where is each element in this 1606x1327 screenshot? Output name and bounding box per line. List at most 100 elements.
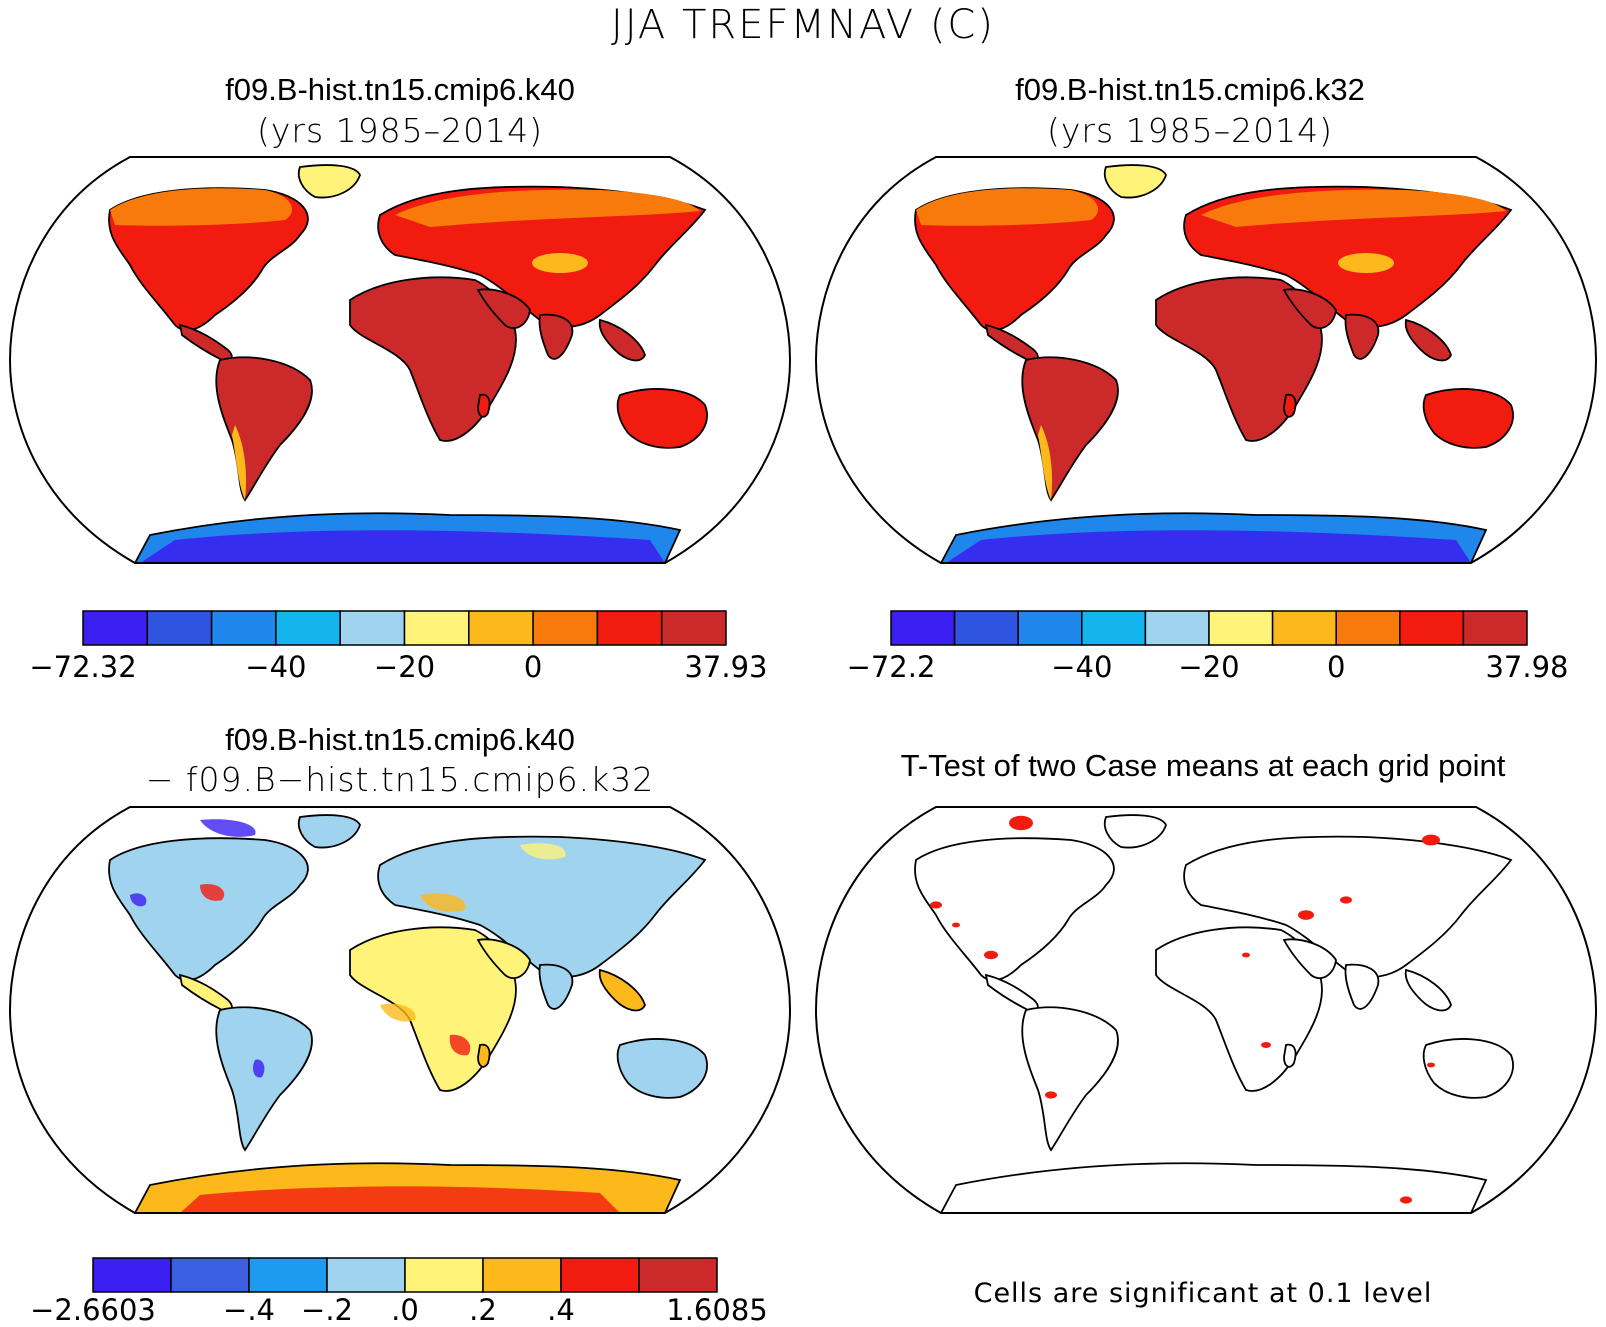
colorbar-swatch [482,1257,562,1293]
panel1-map [8,156,792,564]
colorbar-swatch [1017,610,1083,646]
andes-south [1038,425,1053,500]
significant-cell [930,901,942,909]
colorbar-tick-label: 0 [523,650,543,684]
colorbar-tick-label: .0 [391,1293,419,1327]
colorbar-swatch [1081,610,1147,646]
colorbar-swatch [532,610,599,646]
significance-note: Cells are significant at 0.1 level [973,1278,1433,1309]
significant-cell [1422,834,1440,846]
band-north-america [916,188,1099,226]
diff-patch [180,1186,620,1213]
diff-patch [449,1034,471,1056]
diff-patch [380,1003,416,1022]
andes-south [232,425,247,500]
land-eurasia [377,835,707,978]
land-india [1344,963,1380,1010]
tibet-plateau [1338,253,1394,273]
panel1-subtitle: (yrs 1985–2014) [257,111,543,150]
land-india [538,313,574,360]
land-madagascar [477,393,491,418]
land-samerica [215,1006,313,1152]
colorbar-swatch [403,610,470,646]
land-madagascar [1283,393,1297,418]
land-australia [1422,388,1514,449]
map-outline [8,156,792,564]
colorbar-tick-label: −2.6603 [30,1293,156,1327]
colorbar-tick-label: −20 [373,650,436,684]
land-arabia [1282,938,1337,980]
colorbar-tick-label: 1.6085 [666,1293,768,1327]
colorbar-tick-label: −40 [1051,650,1113,684]
colorbar-swatch [1399,610,1465,646]
colorbar-swatch [275,610,341,646]
map-outline [8,806,792,1214]
colorbar-swatch [92,1257,172,1293]
diff-patch [130,893,147,907]
panel2-title: f09.B-hist.tn15.cmip6.k32 [1015,72,1365,107]
panel4-title: T-Test of two Case means at each grid po… [900,748,1506,783]
map-outline [814,806,1598,1214]
band-north-america [110,188,293,226]
colorbar-swatch [210,610,277,646]
colorbar-swatch [1335,610,1401,646]
panel2-colorbar-labels: −72.2 −40 −20 0 37.98 [847,650,1569,690]
colorbar-swatch [560,1257,640,1293]
colorbar-swatch [1462,610,1528,646]
colorbar-swatch [170,1257,250,1293]
land-madagascar [1283,1043,1297,1068]
colorbar-swatch [1208,610,1274,646]
significant-cell [1261,1042,1271,1048]
band-north-eurasia [1201,189,1506,227]
panel3-colorbar-labels: −2.6603 −.4 −.2 .0 .2 .4 1.6085 [30,1293,768,1327]
land-antarctica [939,1162,1488,1213]
land-namerica [108,837,309,982]
panel2-colorbar [890,610,1528,646]
colorbar-swatch [1271,610,1337,646]
panel1-colorbar [82,610,727,646]
map-outline [814,156,1598,564]
significant-cell [1009,815,1033,831]
colorbar-swatch [82,610,149,646]
colorbar-swatch [248,1257,328,1293]
colorbar-tick-label: 37.98 [1485,650,1569,684]
map-land-group [914,164,1514,563]
colorbar-swatch [1144,610,1210,646]
antarctic-interior [946,530,1471,563]
diff-patch [520,843,566,860]
colorbar-swatch [638,1257,718,1293]
panel4-map [814,806,1598,1214]
significant-cell [1400,1196,1412,1204]
colorbar-tick-label: .2 [469,1293,497,1327]
colorbar-swatch [146,610,213,646]
map-land-group [108,164,708,563]
significant-cell [1045,1091,1057,1099]
tibet-plateau [532,253,588,273]
diff-patch [252,1059,265,1078]
panel1-title: f09.B-hist.tn15.cmip6.k40 [225,72,575,107]
land-madagascar [477,1043,491,1068]
diff-patch [200,819,256,837]
colorbar-tick-label: −72.2 [846,650,936,684]
colorbar-tick-label: −.4 [223,1293,275,1327]
colorbar-swatch [468,610,534,646]
land-seasia [1404,318,1452,362]
land-greenland [1103,164,1167,199]
colorbar-tick-label: −40 [245,650,307,684]
band-north-eurasia [395,189,700,227]
significant-cell [1427,1062,1435,1068]
land-seasia [1404,968,1452,1012]
panel1-colorbar-labels: −72.32 −40 −20 0 37.93 [29,650,767,690]
colorbar-swatch [953,610,1019,646]
colorbar-tick-label: −20 [1178,650,1240,684]
land-arabia [476,938,531,980]
colorbar-swatch [339,610,406,646]
land-namerica [914,837,1115,982]
land-greenland [1103,814,1167,849]
panel2-subtitle: (yrs 1985–2014) [1047,111,1333,150]
land-camerica [178,323,233,362]
land-camerica [178,973,233,1012]
land-seasia [598,318,646,362]
land-seasia [598,968,646,1012]
colorbar-swatch [404,1257,484,1293]
